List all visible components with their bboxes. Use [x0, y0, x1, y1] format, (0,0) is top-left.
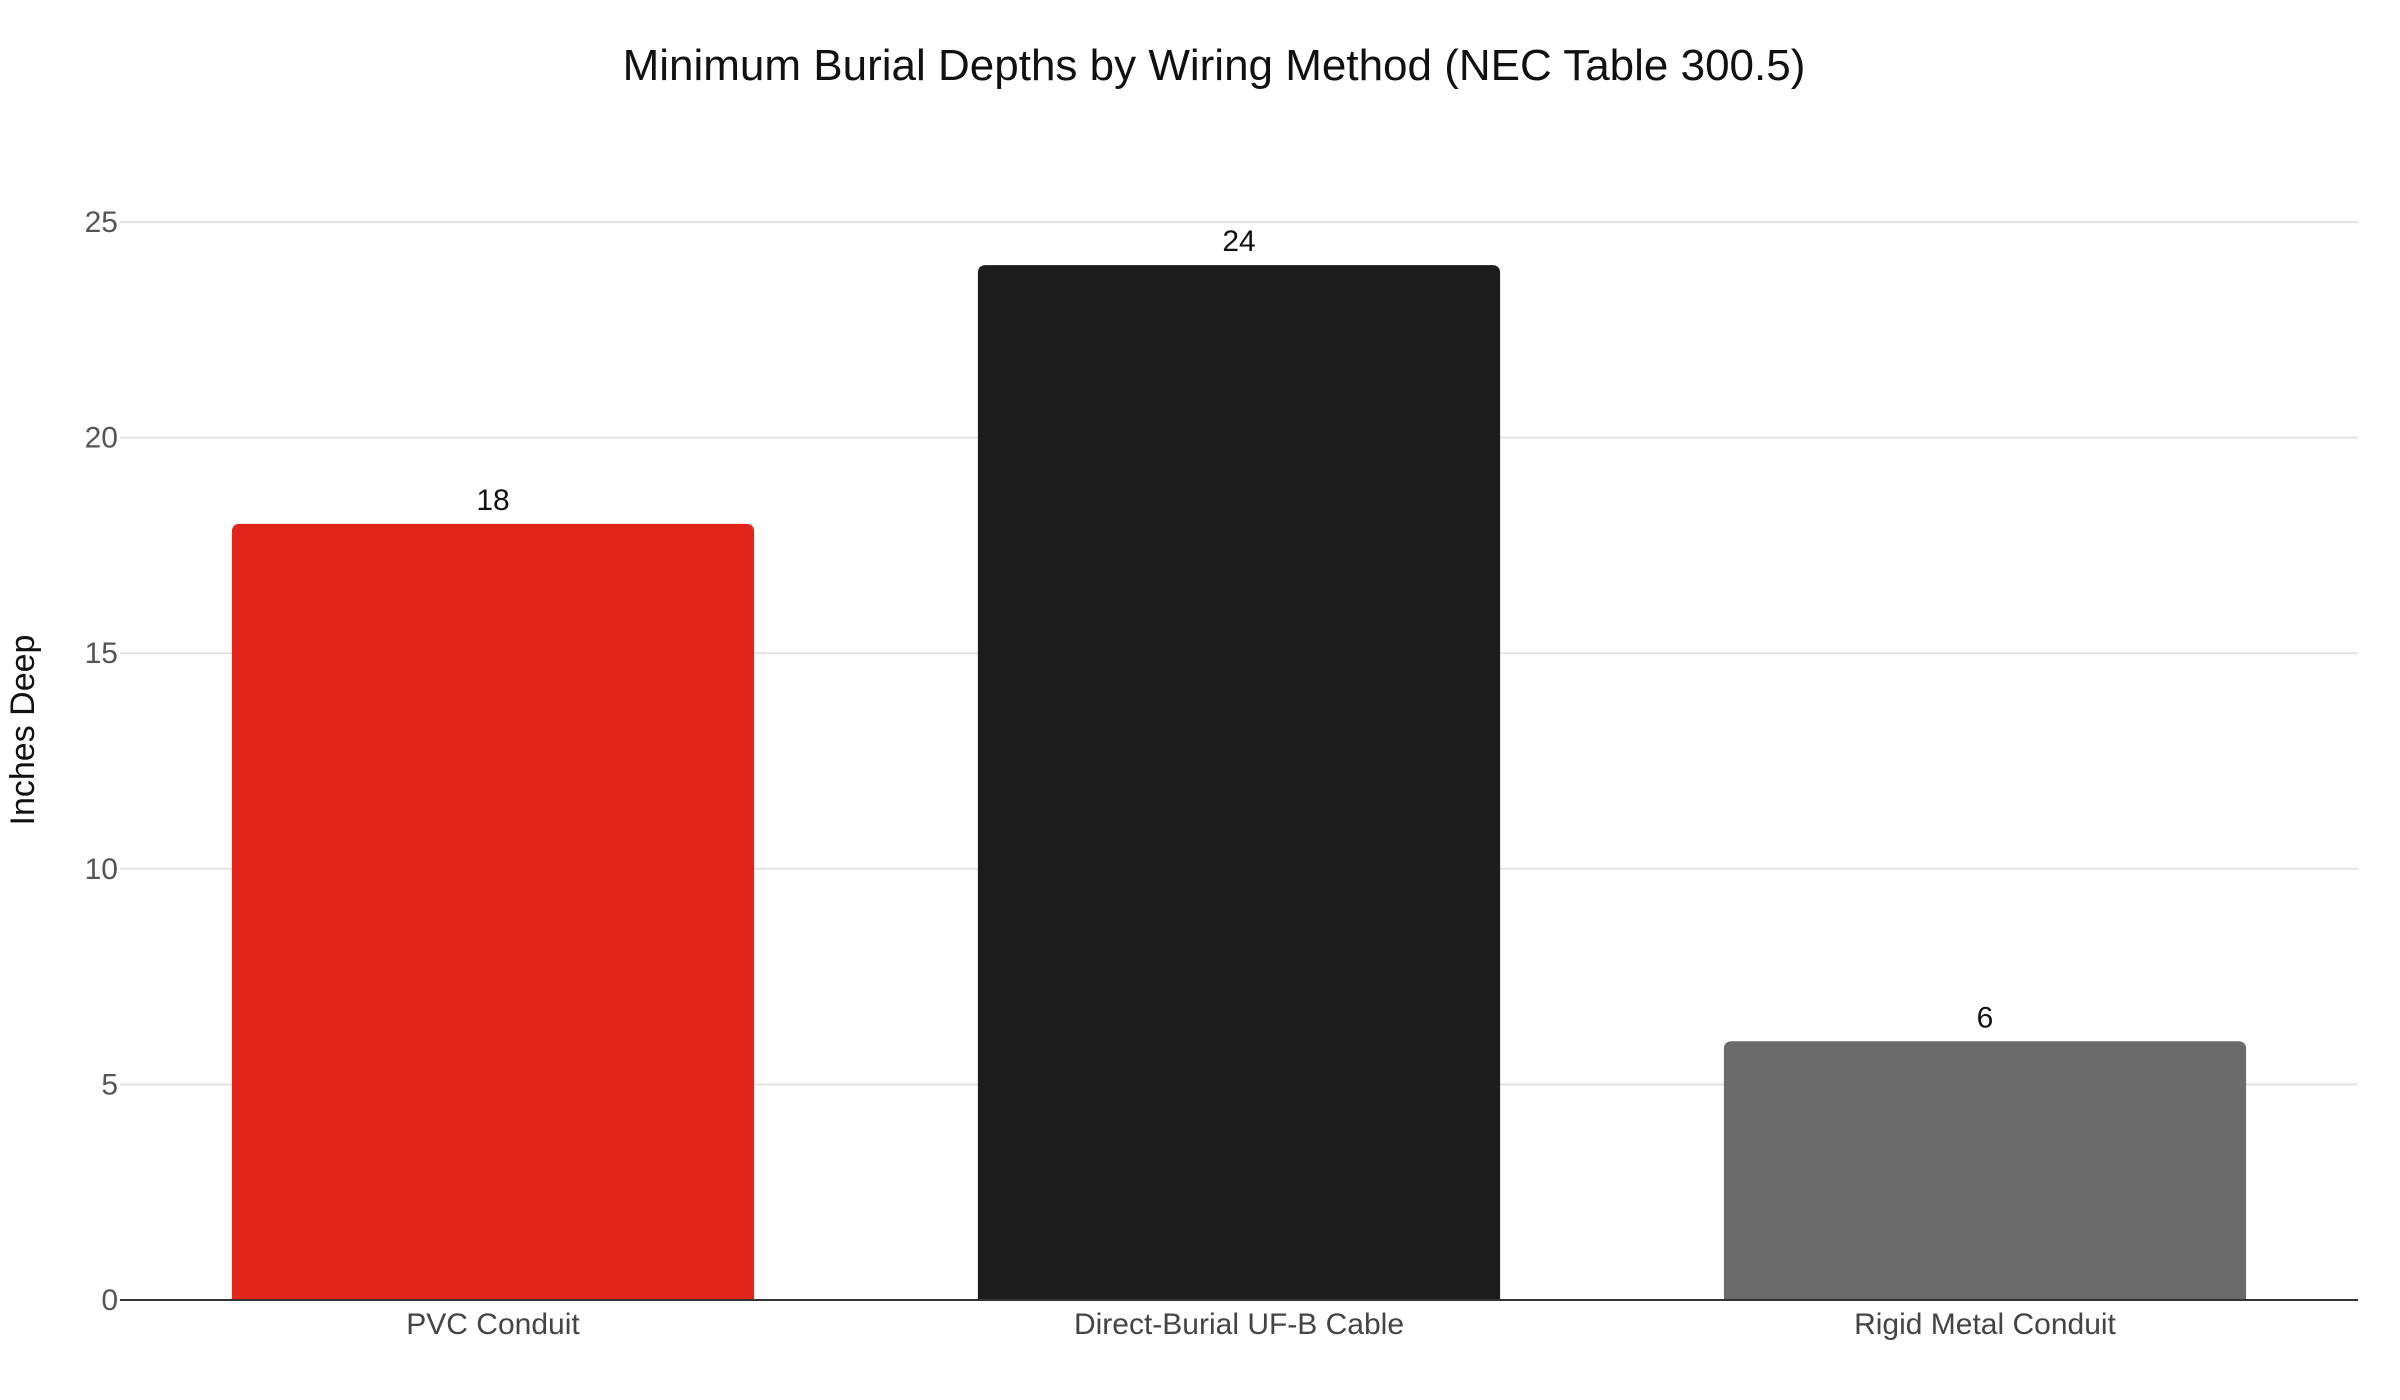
y-axis-title: Inches Deep: [4, 635, 42, 826]
y-tick-label: 5: [101, 1068, 118, 1101]
bar[interactable]: [1723, 1041, 2247, 1300]
bar[interactable]: [231, 523, 755, 1300]
bars: [231, 265, 2247, 1300]
chart-title: Minimum Burial Depths by Wiring Method (…: [623, 41, 1806, 90]
bar[interactable]: [977, 265, 1501, 1300]
bar-value-label: 18: [476, 484, 509, 517]
y-tick-label: 25: [85, 206, 118, 239]
y-axis-ticks: 0 5 10 15 20 25: [85, 206, 118, 1317]
y-tick-label: 20: [85, 422, 118, 455]
x-axis-categories: PVC Conduit Direct-Burial UF-B Cable Rigid…: [406, 1308, 2116, 1341]
x-category-label: Direct-Burial UF-B Cable: [1074, 1308, 1404, 1341]
data-labels: 18 24 6: [476, 225, 1993, 1034]
x-category-label: PVC Conduit: [406, 1308, 580, 1341]
y-tick-label: 10: [85, 853, 118, 886]
y-tick-label: 0: [101, 1284, 118, 1317]
bar-value-label: 6: [1977, 1001, 1994, 1034]
y-tick-label: 15: [85, 637, 118, 670]
x-category-label: Rigid Metal Conduit: [1854, 1308, 2116, 1341]
bar-value-label: 24: [1222, 225, 1255, 258]
